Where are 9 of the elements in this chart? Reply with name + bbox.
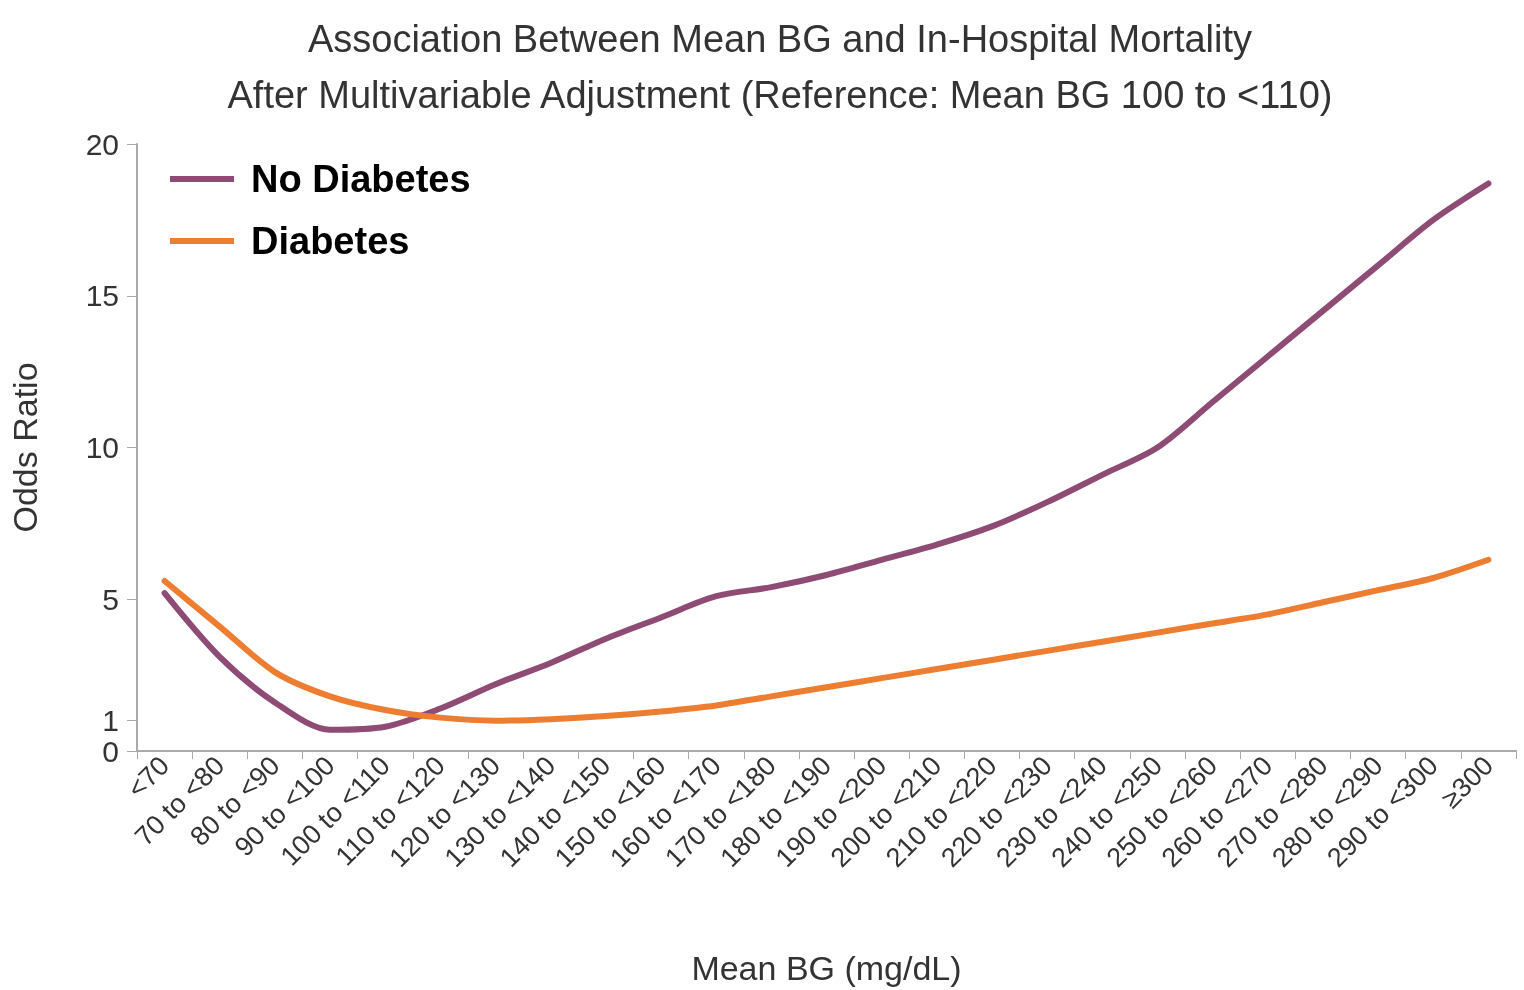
x-axis-title: Mean BG (mg/dL)	[691, 949, 962, 987]
y-tick-label: 10	[85, 431, 119, 464]
y-axis-title: Odds Ratio	[6, 362, 44, 533]
legend-label: No Diabetes	[251, 158, 471, 200]
legend-label: Diabetes	[251, 220, 410, 262]
y-tick-label: 20	[85, 127, 119, 161]
y-tick-label: 15	[85, 279, 119, 313]
chart-title: Association Between Mean BG and In-Hospital Mortality After Multivariable Adjustment (Reference: Mean BG 100 to <110)	[227, 18, 1333, 116]
y-tick-label: 5	[102, 582, 119, 616]
